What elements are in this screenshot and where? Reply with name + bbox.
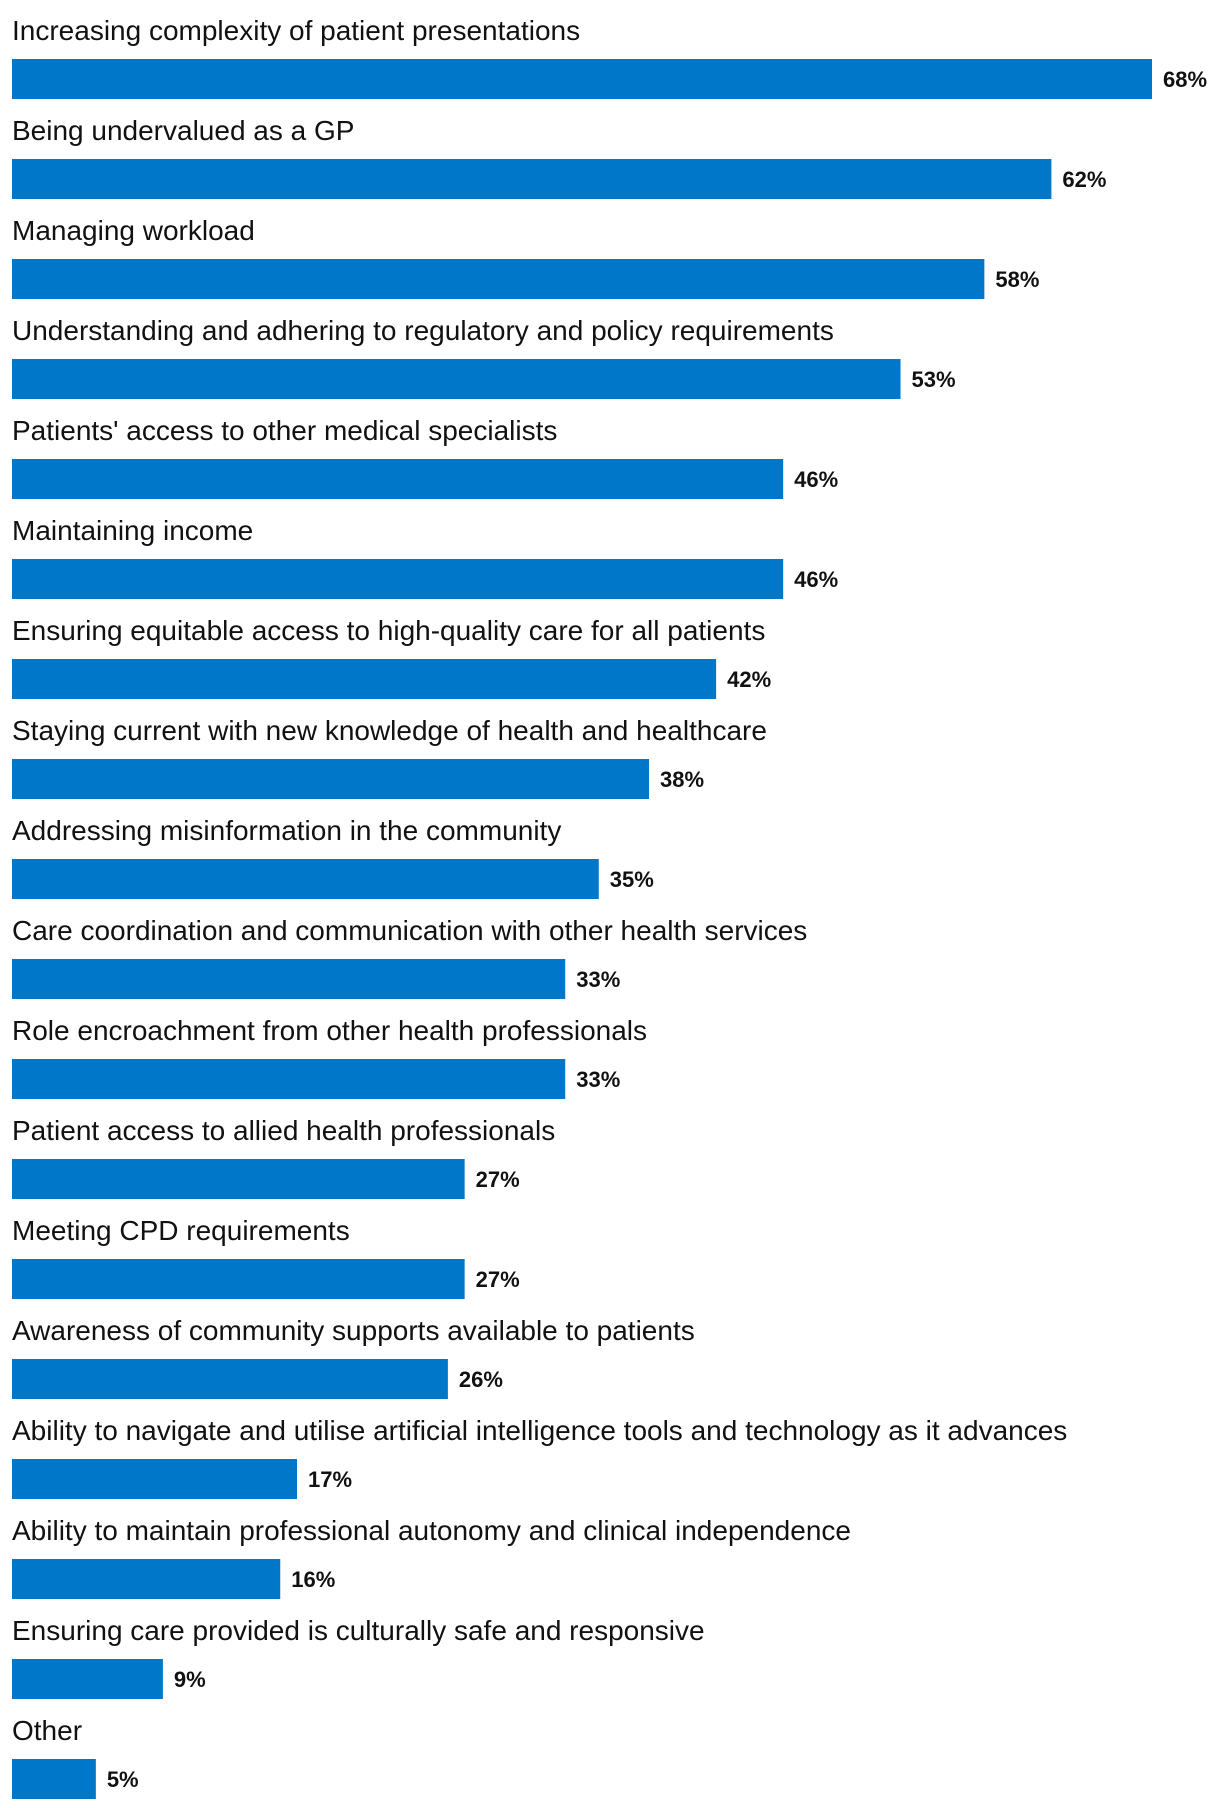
category-label: Increasing complexity of patient present… <box>12 15 580 46</box>
bar <box>12 559 784 599</box>
value-label: 53% <box>912 367 956 392</box>
bar <box>12 159 1052 199</box>
bar <box>12 1659 163 1699</box>
category-label: Staying current with new knowledge of he… <box>12 715 767 746</box>
bar <box>12 259 985 299</box>
category-label: Being undervalued as a GP <box>12 115 354 146</box>
value-label: 38% <box>660 767 704 792</box>
category-label: Role encroachment from other health prof… <box>12 1015 647 1046</box>
category-label: Ensuring care provided is culturally saf… <box>12 1615 705 1646</box>
value-label: 35% <box>610 867 654 892</box>
category-label: Patients' access to other medical specia… <box>12 415 557 446</box>
bar <box>12 1559 281 1599</box>
category-label: Awareness of community supports availabl… <box>12 1315 695 1346</box>
value-label: 42% <box>727 667 771 692</box>
category-label: Ability to navigate and utilise artifici… <box>12 1415 1067 1446</box>
value-label: 26% <box>459 1367 503 1392</box>
value-label: 62% <box>1062 167 1106 192</box>
bar <box>12 359 901 399</box>
category-label: Addressing misinformation in the communi… <box>12 815 561 846</box>
category-label: Understanding and adhering to regulatory… <box>12 315 834 346</box>
bar <box>12 759 650 799</box>
value-label: 9% <box>174 1667 206 1692</box>
value-label: 27% <box>476 1267 520 1292</box>
value-label: 33% <box>576 1067 620 1092</box>
bar <box>12 459 784 499</box>
value-label: 68% <box>1163 67 1207 92</box>
value-label: 58% <box>995 267 1039 292</box>
value-label: 46% <box>794 567 838 592</box>
category-label: Maintaining income <box>12 515 253 546</box>
value-label: 16% <box>291 1567 335 1592</box>
value-label: 27% <box>476 1167 520 1192</box>
bar <box>12 1059 566 1099</box>
category-label: Ensuring equitable access to high-qualit… <box>12 615 765 646</box>
bar <box>12 959 566 999</box>
value-label: 5% <box>107 1767 139 1792</box>
bar <box>12 59 1152 99</box>
bar <box>12 659 717 699</box>
value-label: 46% <box>794 467 838 492</box>
bar <box>12 1759 96 1799</box>
category-label: Other <box>12 1715 82 1746</box>
bar <box>12 1159 465 1199</box>
bar <box>12 859 599 899</box>
category-label: Ability to maintain professional autonom… <box>12 1515 851 1546</box>
bar <box>12 1359 448 1399</box>
value-label: 33% <box>576 967 620 992</box>
category-label: Care coordination and communication with… <box>12 915 807 946</box>
bar <box>12 1459 297 1499</box>
value-label: 17% <box>308 1467 352 1492</box>
category-label: Managing workload <box>12 215 255 246</box>
category-label: Patient access to allied health professi… <box>12 1115 555 1146</box>
bar <box>12 1259 465 1299</box>
category-label: Meeting CPD requirements <box>12 1215 350 1246</box>
